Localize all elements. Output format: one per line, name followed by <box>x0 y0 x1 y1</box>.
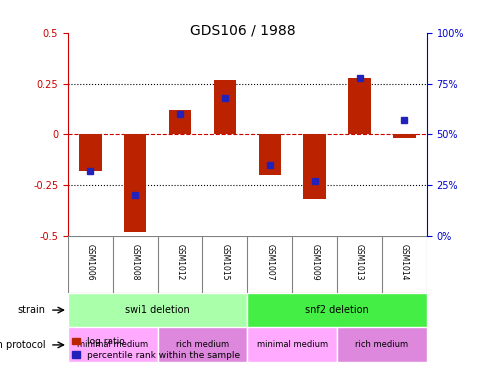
Text: rich medium: rich medium <box>355 340 408 350</box>
Bar <box>124 134 146 232</box>
Bar <box>213 79 236 134</box>
FancyBboxPatch shape <box>68 328 157 362</box>
Text: GSM1008: GSM1008 <box>130 244 139 281</box>
Text: GSM1012: GSM1012 <box>175 244 184 281</box>
Text: GSM1009: GSM1009 <box>309 244 318 281</box>
Text: growth protocol: growth protocol <box>0 340 45 350</box>
Text: GSM1013: GSM1013 <box>354 244 363 281</box>
Text: GSM1015: GSM1015 <box>220 244 229 281</box>
Text: GSM1006: GSM1006 <box>86 244 95 281</box>
Text: swi1 deletion: swi1 deletion <box>125 305 190 315</box>
Bar <box>348 78 370 134</box>
Text: GSM1014: GSM1014 <box>399 244 408 281</box>
Text: strain: strain <box>17 305 45 315</box>
Text: minimal medium: minimal medium <box>77 340 148 350</box>
Bar <box>303 134 325 199</box>
Text: minimal medium: minimal medium <box>256 340 327 350</box>
FancyBboxPatch shape <box>336 328 426 362</box>
Bar <box>79 134 101 171</box>
FancyBboxPatch shape <box>157 328 247 362</box>
Text: rich medium: rich medium <box>176 340 228 350</box>
FancyBboxPatch shape <box>247 293 426 328</box>
Legend: log ratio, percentile rank within the sample: log ratio, percentile rank within the sa… <box>72 337 240 360</box>
Text: GDS106 / 1988: GDS106 / 1988 <box>189 24 295 38</box>
Text: snf2 deletion: snf2 deletion <box>304 305 368 315</box>
FancyBboxPatch shape <box>68 293 247 328</box>
FancyBboxPatch shape <box>247 328 336 362</box>
Bar <box>393 134 415 138</box>
Bar <box>168 110 191 134</box>
Text: GSM1007: GSM1007 <box>265 244 274 281</box>
Bar <box>258 134 280 175</box>
